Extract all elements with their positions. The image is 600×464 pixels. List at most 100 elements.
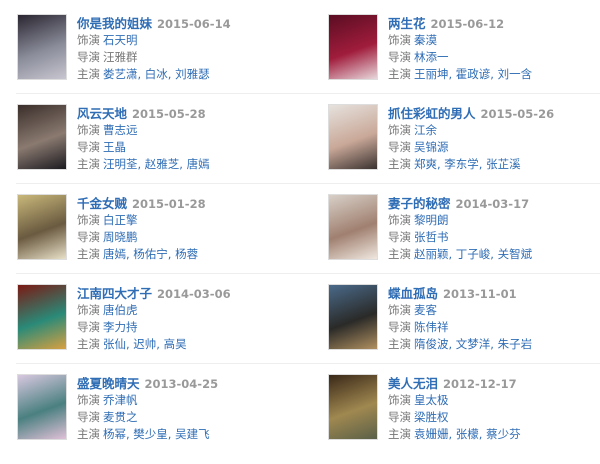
poster-image[interactable] xyxy=(17,14,67,80)
role-label: 饰演 xyxy=(77,393,100,407)
role-label: 饰演 xyxy=(77,123,100,137)
director-link[interactable]: 张哲书 xyxy=(414,230,449,244)
director-link[interactable]: 王晶 xyxy=(103,140,126,154)
director-link[interactable]: 李力持 xyxy=(103,320,138,334)
drama-info: 你是我的姐妹 2015-06-14 饰演 石天明 导演 汪雅群 主演 娄艺潇, 白冰, 刘雅瑟 xyxy=(77,14,305,83)
starring-links[interactable]: 隋俊波, 文梦洋, 朱子岩 xyxy=(414,337,533,351)
role-label: 饰演 xyxy=(388,33,411,47)
release-date: 2015-05-26 xyxy=(480,107,555,121)
starring-label: 主演 xyxy=(388,337,411,351)
drama-info: 江南四大才子 2014-03-06 饰演 唐伯虎 导演 李力持 主演 张仙, 迟帅, 高昊 xyxy=(77,284,305,353)
role-link[interactable]: 江余 xyxy=(414,123,437,137)
release-date: 2015-06-14 xyxy=(157,17,231,31)
drama-item: 蝶血孤岛 2013-11-01 饰演 麦客 导演 陈伟祥 主演 隋俊波, 文梦洋, 朱子岩 xyxy=(328,284,600,374)
row-divider xyxy=(300,183,600,184)
poster-image[interactable] xyxy=(17,284,67,350)
role-label: 饰演 xyxy=(77,213,100,227)
drama-info: 妻子的秘密 2014-03-17 饰演 黎明朗 导演 张哲书 主演 赵丽颖, 丁子峻, 关智斌 xyxy=(388,194,600,263)
row-divider xyxy=(300,273,600,274)
poster-image[interactable] xyxy=(17,194,67,260)
role-link[interactable]: 曹志远 xyxy=(103,123,138,137)
row-divider xyxy=(16,273,300,274)
role-label: 饰演 xyxy=(388,123,411,137)
role-link[interactable]: 秦漠 xyxy=(414,33,437,47)
starring-links[interactable]: 郑爽, 李东学, 张芷溪 xyxy=(414,157,521,171)
starring-links[interactable]: 赵丽颖, 丁子峻, 关智斌 xyxy=(414,247,533,261)
director-label: 导演 xyxy=(388,140,411,154)
drama-title-link[interactable]: 盛夏晚晴天 xyxy=(77,376,140,391)
starring-label: 主演 xyxy=(77,247,100,261)
drama-info: 盛夏晚晴天 2013-04-25 饰演 乔津帆 导演 麦贯之 主演 杨幂, 樊少皇, 吴建飞 xyxy=(77,374,305,443)
starring-links[interactable]: 唐嫣, 杨佑宁, 杨蓉 xyxy=(103,247,199,261)
drama-item: 两生花 2015-06-12 饰演 秦漠 导演 林添一 主演 王丽坤, 霍政谚, 刘一含 xyxy=(328,14,600,104)
row-divider xyxy=(16,363,300,364)
poster-image[interactable] xyxy=(328,374,378,440)
role-link[interactable]: 黎明朗 xyxy=(414,213,449,227)
poster-image[interactable] xyxy=(17,374,67,440)
director-link[interactable]: 周晓鹏 xyxy=(103,230,138,244)
starring-links[interactable]: 张仙, 迟帅, 高昊 xyxy=(103,337,187,351)
release-date: 2012-12-17 xyxy=(443,377,517,391)
director-link[interactable]: 陈伟祥 xyxy=(414,320,449,334)
role-label: 饰演 xyxy=(388,213,411,227)
starring-label: 主演 xyxy=(388,427,411,441)
drama-item: 妻子的秘密 2014-03-17 饰演 黎明朗 导演 张哲书 主演 赵丽颖, 丁子峻, 关智斌 xyxy=(328,194,600,284)
director-label: 导演 xyxy=(388,230,411,244)
starring-links[interactable]: 杨幂, 樊少皇, 吴建飞 xyxy=(103,427,210,441)
drama-info: 抓住彩虹的男人 2015-05-26 饰演 江余 导演 吴锦源 主演 郑爽, 李东学, 张芷溪 xyxy=(388,104,600,173)
release-date: 2014-03-06 xyxy=(157,287,231,301)
starring-links[interactable]: 袁姗姗, 张檬, 蔡少芬 xyxy=(414,427,521,441)
poster-image[interactable] xyxy=(328,194,378,260)
director-link[interactable]: 林添一 xyxy=(414,50,449,64)
director-link[interactable]: 梁胜权 xyxy=(414,410,449,424)
role-link[interactable]: 唐伯虎 xyxy=(103,303,138,317)
drama-title-link[interactable]: 风云天地 xyxy=(77,106,128,121)
drama-item: 美人无泪 2012-12-17 饰演 皇太极 导演 梁胜权 主演 袁姗姗, 张檬, 蔡少芬 xyxy=(328,374,600,464)
starring-label: 主演 xyxy=(77,67,100,81)
drama-item: 风云天地 2015-05-28 饰演 曹志远 导演 王晶 主演 汪明荃, 赵雅芝, 唐嫣 xyxy=(17,104,307,194)
poster-image[interactable] xyxy=(17,104,67,170)
drama-info: 两生花 2015-06-12 饰演 秦漠 导演 林添一 主演 王丽坤, 霍政谚, 刘一含 xyxy=(388,14,600,83)
drama-item: 你是我的姐妹 2015-06-14 饰演 石天明 导演 汪雅群 主演 娄艺潇, 白冰, 刘雅瑟 xyxy=(17,14,307,104)
poster-image[interactable] xyxy=(328,284,378,350)
role-link[interactable]: 石天明 xyxy=(103,33,138,47)
starring-label: 主演 xyxy=(77,157,100,171)
director-label: 导演 xyxy=(77,230,100,244)
starring-label: 主演 xyxy=(388,157,411,171)
drama-title-link[interactable]: 千金女贼 xyxy=(77,196,128,211)
drama-title-link[interactable]: 两生花 xyxy=(388,16,426,31)
role-label: 饰演 xyxy=(77,33,100,47)
release-date: 2015-06-12 xyxy=(430,17,505,31)
role-link[interactable]: 麦客 xyxy=(414,303,437,317)
role-label: 饰演 xyxy=(77,303,100,317)
role-link[interactable]: 皇太极 xyxy=(414,393,449,407)
drama-title-link[interactable]: 抓住彩虹的男人 xyxy=(388,106,476,121)
release-date: 2015-05-28 xyxy=(132,107,206,121)
director-link[interactable]: 麦贯之 xyxy=(103,410,138,424)
drama-title-link[interactable]: 蝶血孤岛 xyxy=(388,286,439,301)
drama-title-link[interactable]: 美人无泪 xyxy=(388,376,439,391)
drama-title-link[interactable]: 江南四大才子 xyxy=(77,286,153,301)
row-divider xyxy=(300,363,600,364)
role-label: 饰演 xyxy=(388,393,411,407)
role-link[interactable]: 乔津帆 xyxy=(103,393,138,407)
drama-title-link[interactable]: 妻子的秘密 xyxy=(388,196,451,211)
row-divider xyxy=(300,93,600,94)
director-link[interactable]: 吴锦源 xyxy=(414,140,449,154)
starring-links[interactable]: 娄艺潇, 白冰, 刘雅瑟 xyxy=(103,67,210,81)
drama-item: 千金女贼 2015-01-28 饰演 白正擎 导演 周晓鹏 主演 唐嫣, 杨佑宁, 杨蓉 xyxy=(17,194,307,284)
release-date: 2015-01-28 xyxy=(132,197,206,211)
drama-item: 江南四大才子 2014-03-06 饰演 唐伯虎 导演 李力持 主演 张仙, 迟帅, 高昊 xyxy=(17,284,307,374)
drama-title-link[interactable]: 你是我的姐妹 xyxy=(77,16,153,31)
drama-info: 风云天地 2015-05-28 饰演 曹志远 导演 王晶 主演 汪明荃, 赵雅芝, 唐嫣 xyxy=(77,104,305,173)
row-divider xyxy=(16,93,300,94)
release-date: 2013-11-01 xyxy=(443,287,517,301)
role-link[interactable]: 白正擎 xyxy=(103,213,138,227)
director-link: 汪雅群 xyxy=(103,50,138,64)
starring-links[interactable]: 汪明荃, 赵雅芝, 唐嫣 xyxy=(103,157,210,171)
row-divider xyxy=(16,183,300,184)
poster-image[interactable] xyxy=(328,14,378,80)
starring-links[interactable]: 王丽坤, 霍政谚, 刘一含 xyxy=(414,67,533,81)
starring-label: 主演 xyxy=(77,427,100,441)
poster-image[interactable] xyxy=(328,104,378,170)
